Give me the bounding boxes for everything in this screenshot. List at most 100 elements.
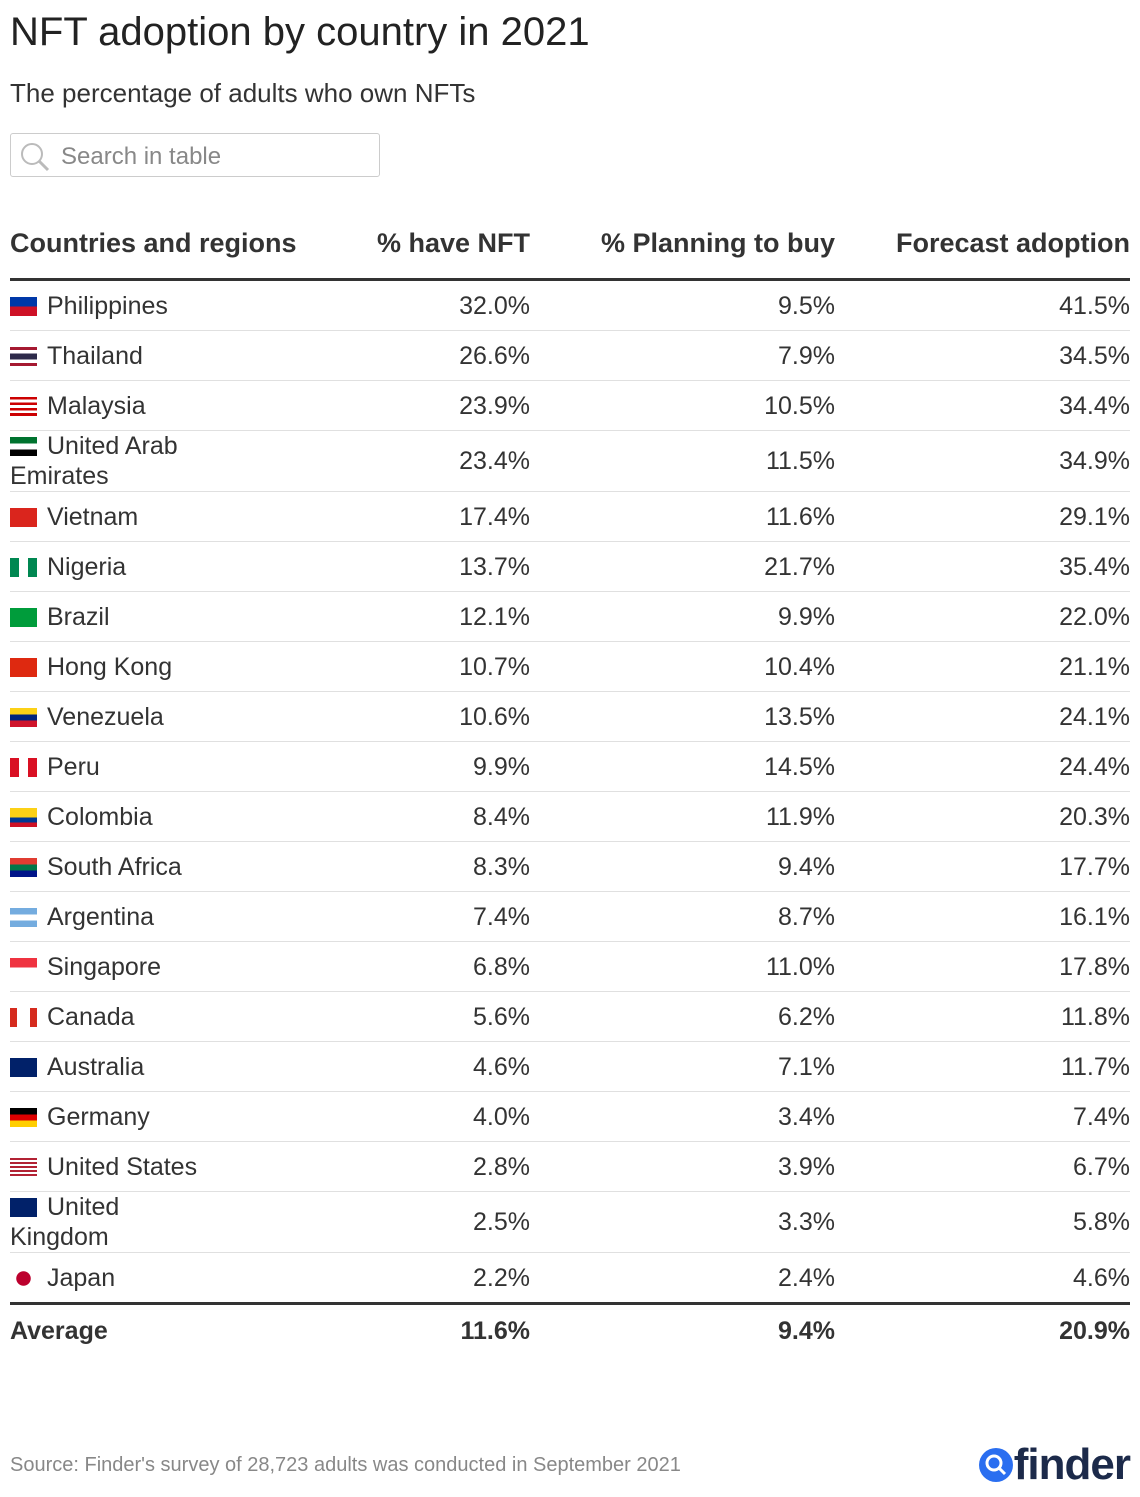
country: Peru — [10, 752, 100, 782]
flag — [10, 907, 37, 927]
cell: 2.4% — [530, 1252, 835, 1305]
country-cell: Hong Kong — [10, 641, 310, 692]
cell: 2.5% — [310, 1191, 530, 1253]
country-cell: Australia — [10, 1041, 310, 1092]
cell: 14.5% — [530, 741, 835, 792]
cell: 32.0% — [310, 279, 530, 331]
flag — [10, 1198, 37, 1217]
table-row: Thailand 26.6% 7.9% 34.5% — [10, 330, 1130, 381]
country-cell: Germany — [10, 1091, 310, 1142]
country-name: United Arab Emirates — [10, 432, 178, 490]
flag — [10, 296, 37, 316]
cell: 4.6% — [310, 1041, 530, 1092]
cell: 3.9% — [530, 1141, 835, 1192]
table-row: Malaysia 23.9% 10.5% 34.4% — [10, 380, 1130, 431]
table-row: Peru 9.9% 14.5% 24.4% — [10, 741, 1130, 792]
logo-icon — [978, 1448, 1013, 1482]
cell: 9.9% — [310, 741, 530, 792]
country: Vietnam — [10, 502, 138, 532]
footer-cell: 9.4% — [778, 1316, 835, 1345]
cell: 2.2% — [310, 1252, 530, 1305]
country-cell: United Arab Emirates — [10, 430, 310, 492]
cell: 13.7% — [310, 541, 530, 592]
country-name: Australia — [47, 1052, 145, 1081]
table-row: Venezuela 10.6% 13.5% 24.1% — [10, 691, 1130, 742]
footer-cell: 20.9% — [1059, 1316, 1130, 1345]
country-cell: Vietnam — [10, 491, 310, 542]
logo: finder — [978, 1440, 1131, 1490]
column-header[interactable]: % have NFT — [310, 226, 530, 281]
flag — [10, 1007, 37, 1027]
cell: 2.8% — [310, 1141, 530, 1192]
flag — [10, 1157, 37, 1177]
footer-cell: Average — [10, 1316, 108, 1345]
cell: 23.9% — [310, 380, 530, 431]
table-row: Argentina 7.4% 8.7% 16.1% — [10, 891, 1130, 942]
flag — [10, 1057, 37, 1077]
table-row: United States 2.8% 3.9% 6.7% — [10, 1141, 1130, 1192]
country-cell: Philippines — [10, 279, 310, 331]
country-cell: Japan — [10, 1252, 310, 1305]
country-cell: Brazil — [10, 591, 310, 642]
flag — [10, 957, 37, 977]
table-row: Japan 2.2% 2.4% 4.6% — [10, 1252, 1130, 1305]
country-name: Vietnam — [47, 502, 139, 531]
country: South Africa — [10, 852, 182, 882]
country-name: United Kingdom — [10, 1193, 120, 1251]
title: NFT adoption by country in 2021 — [10, 10, 590, 54]
flag — [10, 346, 37, 366]
country-name: Singapore — [47, 952, 161, 981]
country-name: Thailand — [47, 341, 143, 370]
column-header[interactable]: Countries and regions — [10, 226, 310, 281]
table-row: Philippines 32.0% 9.5% 41.5% — [10, 279, 1130, 331]
table-row: United Arab Emirates 23.4% 11.5% 34.9% — [10, 430, 1130, 492]
cell: 34.4% — [835, 380, 1130, 431]
table-row: United Kingdom 2.5% 3.3% 5.8% — [10, 1191, 1130, 1253]
flag — [10, 657, 37, 677]
country-cell: Thailand — [10, 330, 310, 381]
cell: 10.7% — [310, 641, 530, 692]
country: Hong Kong — [10, 652, 172, 682]
table-row: Hong Kong 10.7% 10.4% 21.1% — [10, 641, 1130, 692]
country: Venezuela — [10, 702, 164, 732]
country: Germany — [10, 1102, 150, 1132]
column-header[interactable]: Forecast adoption — [835, 226, 1130, 281]
cell: 12.1% — [310, 591, 530, 642]
cell: 11.0% — [530, 941, 835, 992]
cell: 10.6% — [310, 691, 530, 742]
country: Japan — [10, 1263, 115, 1293]
cell: 7.4% — [835, 1091, 1130, 1142]
cell: 21.7% — [530, 541, 835, 592]
cell: 6.7% — [835, 1141, 1130, 1192]
logo-text: finder — [1013, 1440, 1131, 1489]
cell: 13.5% — [530, 691, 835, 742]
country-name: Venezuela — [47, 702, 164, 731]
flag — [10, 1268, 37, 1288]
cell: 24.1% — [835, 691, 1130, 742]
country-name: Brazil — [47, 602, 110, 631]
cell: 41.5% — [835, 279, 1130, 331]
table-row: Vietnam 17.4% 11.6% 29.1% — [10, 491, 1130, 542]
cell: 23.4% — [310, 430, 530, 492]
cell: 17.4% — [310, 491, 530, 542]
cell: 22.0% — [835, 591, 1130, 642]
cell: 4.0% — [310, 1091, 530, 1142]
country-name: Malaysia — [47, 391, 146, 420]
country-cell: United Kingdom — [10, 1191, 310, 1253]
flag — [10, 396, 37, 416]
flag — [10, 557, 37, 577]
cell: 11.5% — [530, 430, 835, 492]
country-cell: Argentina — [10, 891, 310, 942]
table-row: Canada 5.6% 6.2% 11.8% — [10, 991, 1130, 1042]
country: Thailand — [10, 341, 143, 371]
cell: 8.7% — [530, 891, 835, 942]
cell: 5.6% — [310, 991, 530, 1042]
country-name: Peru — [47, 752, 100, 781]
cell: 7.1% — [530, 1041, 835, 1092]
flag — [10, 1107, 37, 1127]
cell: 3.4% — [530, 1091, 835, 1142]
country: Colombia — [10, 802, 153, 832]
search-box[interactable]: Search in table — [10, 133, 380, 177]
column-header[interactable]: % Planning to buy — [530, 226, 835, 281]
country-cell: Venezuela — [10, 691, 310, 742]
